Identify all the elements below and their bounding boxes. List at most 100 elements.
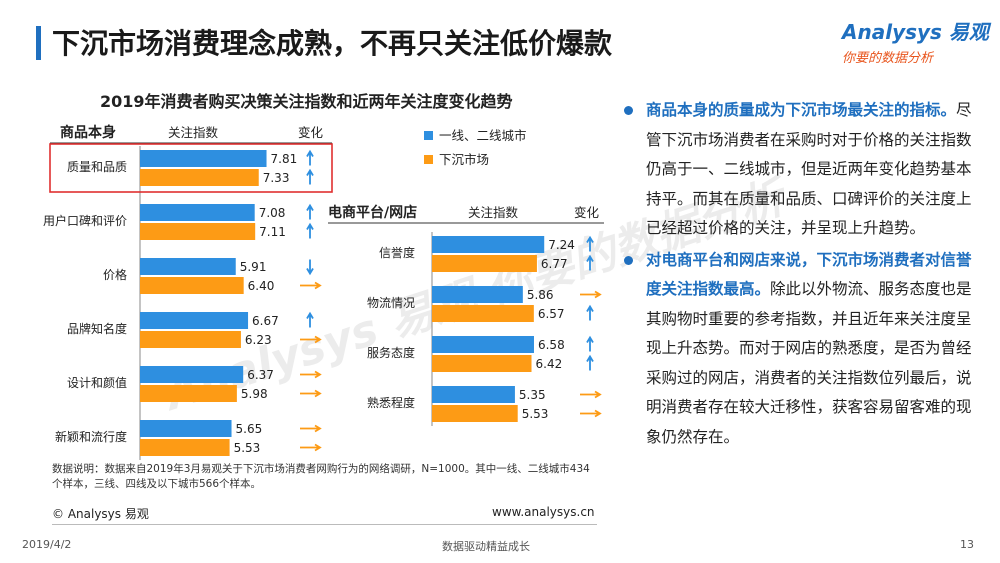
panel-2-category-label: 信誉度 xyxy=(379,245,415,260)
analysys-logo: Analysys 易观 你要的数据分析 xyxy=(842,16,989,66)
change-flat-arrow-path xyxy=(300,335,322,344)
change-up-arrow xyxy=(306,222,314,239)
panel-1-change-header: 变化 xyxy=(298,125,324,140)
legend-swatch-lower xyxy=(424,155,433,164)
panel-2-change-header: 变化 xyxy=(574,205,600,220)
change-up-arrow xyxy=(306,168,314,185)
data-label-lower: 6.77 xyxy=(541,257,568,271)
change-flat-arrow-path xyxy=(300,389,322,398)
bar-lower xyxy=(140,169,259,186)
change-flat-arrow xyxy=(580,290,602,299)
bullet-icon xyxy=(624,106,633,115)
data-label-lower: 5.53 xyxy=(522,407,549,421)
change-up-arrow xyxy=(306,149,314,166)
data-label-lower: 6.57 xyxy=(538,307,565,321)
change-down-arrow-path xyxy=(306,259,314,276)
change-down-arrow xyxy=(306,259,314,276)
bar-tier12 xyxy=(432,386,515,403)
change-flat-arrow xyxy=(300,389,322,398)
panel-1-category-label: 用户口碑和评价 xyxy=(43,213,127,228)
data-label-tier12: 6.67 xyxy=(252,314,279,328)
change-up-arrow xyxy=(586,304,594,321)
logo-sub-text: 你要的数据分析 xyxy=(842,51,934,66)
data-label-lower: 7.11 xyxy=(259,225,286,239)
bar-tier12 xyxy=(140,150,267,167)
change-flat-arrow-path xyxy=(580,290,602,299)
insight-2-highlight: 对电商平台和网店来说，下沉市场消费者对信誉度关注指数最高。 xyxy=(646,250,972,299)
logo-main-text: Analysys 易观 xyxy=(842,20,989,44)
bullet-icon xyxy=(624,255,633,265)
data-label-lower: 6.23 xyxy=(245,333,272,347)
bar-lower xyxy=(432,305,534,322)
change-flat-arrow xyxy=(580,390,602,399)
data-note: 数据说明：数据来自2019年3月易观关于下沉市场消费者网购行为的网络调研，N=1… xyxy=(52,463,590,490)
change-up-arrow xyxy=(586,335,594,352)
change-flat-arrow-path xyxy=(300,424,322,433)
legend-swatch-tier12 xyxy=(424,131,433,140)
change-flat-arrow xyxy=(300,443,322,452)
change-up-arrow xyxy=(306,203,314,220)
panel-2-category-label: 熟悉程度 xyxy=(367,395,415,410)
change-up-arrow-path xyxy=(306,149,314,166)
data-label-tier12: 5.65 xyxy=(236,422,263,436)
change-flat-arrow xyxy=(300,281,322,290)
data-label-tier12: 5.35 xyxy=(519,388,546,402)
insight-paragraph-2: 对电商平台和网店来说，下沉市场消费者对信誉度关注指数最高。除此以外物流、服务态度… xyxy=(624,246,976,453)
bar-lower xyxy=(140,277,244,294)
insight-paragraph-1: 商品本身的质量成为下沉市场最关注的指标。尽管下沉市场消费者在采购时对于价格的关注… xyxy=(624,96,976,244)
insight-1-highlight: 商品本身的质量成为下沉市场最关注的指标。 xyxy=(646,101,957,119)
change-flat-arrow xyxy=(300,335,322,344)
bar-tier12 xyxy=(140,420,232,437)
legend-label-tier12: 一线、二线城市 xyxy=(439,128,527,143)
change-up-arrow-path xyxy=(586,335,594,352)
insights-panel: 商品本身的质量成为下沉市场最关注的指标。尽管下沉市场消费者在采购时对于价格的关注… xyxy=(624,96,976,454)
bar-lower xyxy=(140,223,256,240)
website: www.analysys.cn xyxy=(492,505,595,519)
change-up-arrow-path xyxy=(306,168,314,185)
bar-lower xyxy=(140,439,230,456)
insight-1-text: 尽管下沉市场消费者在采购时对于价格的关注指数仍高于一、二线城市，但是近两年变化趋… xyxy=(646,101,972,237)
panel-2-category-label: 物流情况 xyxy=(367,296,415,310)
panel-1-category-label: 价格 xyxy=(103,267,127,282)
change-flat-arrow xyxy=(300,424,322,433)
panel-1-category-label: 质量和品质 xyxy=(67,160,127,174)
panel-2-category-label: 服务态度 xyxy=(367,345,415,360)
insight-2-text: 除此以外物流、服务态度也是其购物时重要的参考指数，并且近年来关注度呈现上升态势。… xyxy=(646,280,972,446)
data-label-lower: 6.40 xyxy=(248,279,275,293)
title-accent-bar xyxy=(36,26,41,60)
panel-1-header: 商品本身 xyxy=(60,124,116,141)
change-flat-arrow xyxy=(580,409,602,418)
bar-tier12 xyxy=(140,366,244,383)
bar-lower xyxy=(432,255,537,272)
data-label-tier12: 6.37 xyxy=(247,368,274,382)
change-flat-arrow-path xyxy=(300,370,322,379)
bar-tier12 xyxy=(432,286,523,303)
change-flat-arrow xyxy=(300,370,322,379)
page-title: 下沉市场消费理念成熟，不再只关注低价爆款 xyxy=(52,27,613,60)
bar-tier12 xyxy=(140,204,255,221)
bar-tier12 xyxy=(432,336,534,353)
change-flat-arrow-path xyxy=(580,390,602,399)
copyright: © Analysys 易观 xyxy=(52,507,149,521)
change-up-arrow-path xyxy=(306,311,314,328)
footer-divider xyxy=(52,524,597,525)
change-flat-arrow-path xyxy=(300,281,322,290)
bar-tier12 xyxy=(140,312,249,329)
panel-2-header: 电商平台/网店 xyxy=(328,204,417,221)
bar-tier12 xyxy=(140,258,236,275)
data-label-tier12: 5.91 xyxy=(240,260,267,274)
change-up-arrow-path xyxy=(586,304,594,321)
panel-1-value-header: 关注指数 xyxy=(168,125,219,140)
change-up-arrow-path xyxy=(586,354,594,371)
data-label-tier12: 7.08 xyxy=(259,206,286,220)
data-label-tier12: 5.86 xyxy=(527,288,554,302)
data-label-tier12: 6.58 xyxy=(538,338,565,352)
change-up-arrow xyxy=(306,311,314,328)
chart-title: 2019年消费者购买决策关注指数和近两年关注度变化趋势 xyxy=(100,92,513,111)
data-label-tier12: 7.81 xyxy=(271,152,298,166)
change-up-arrow-path xyxy=(586,235,594,252)
bar-tier12 xyxy=(432,236,545,253)
data-label-lower: 7.33 xyxy=(263,171,290,185)
panel-1-category-label: 新颖和流行度 xyxy=(55,429,127,444)
data-label-lower: 5.98 xyxy=(241,387,268,401)
